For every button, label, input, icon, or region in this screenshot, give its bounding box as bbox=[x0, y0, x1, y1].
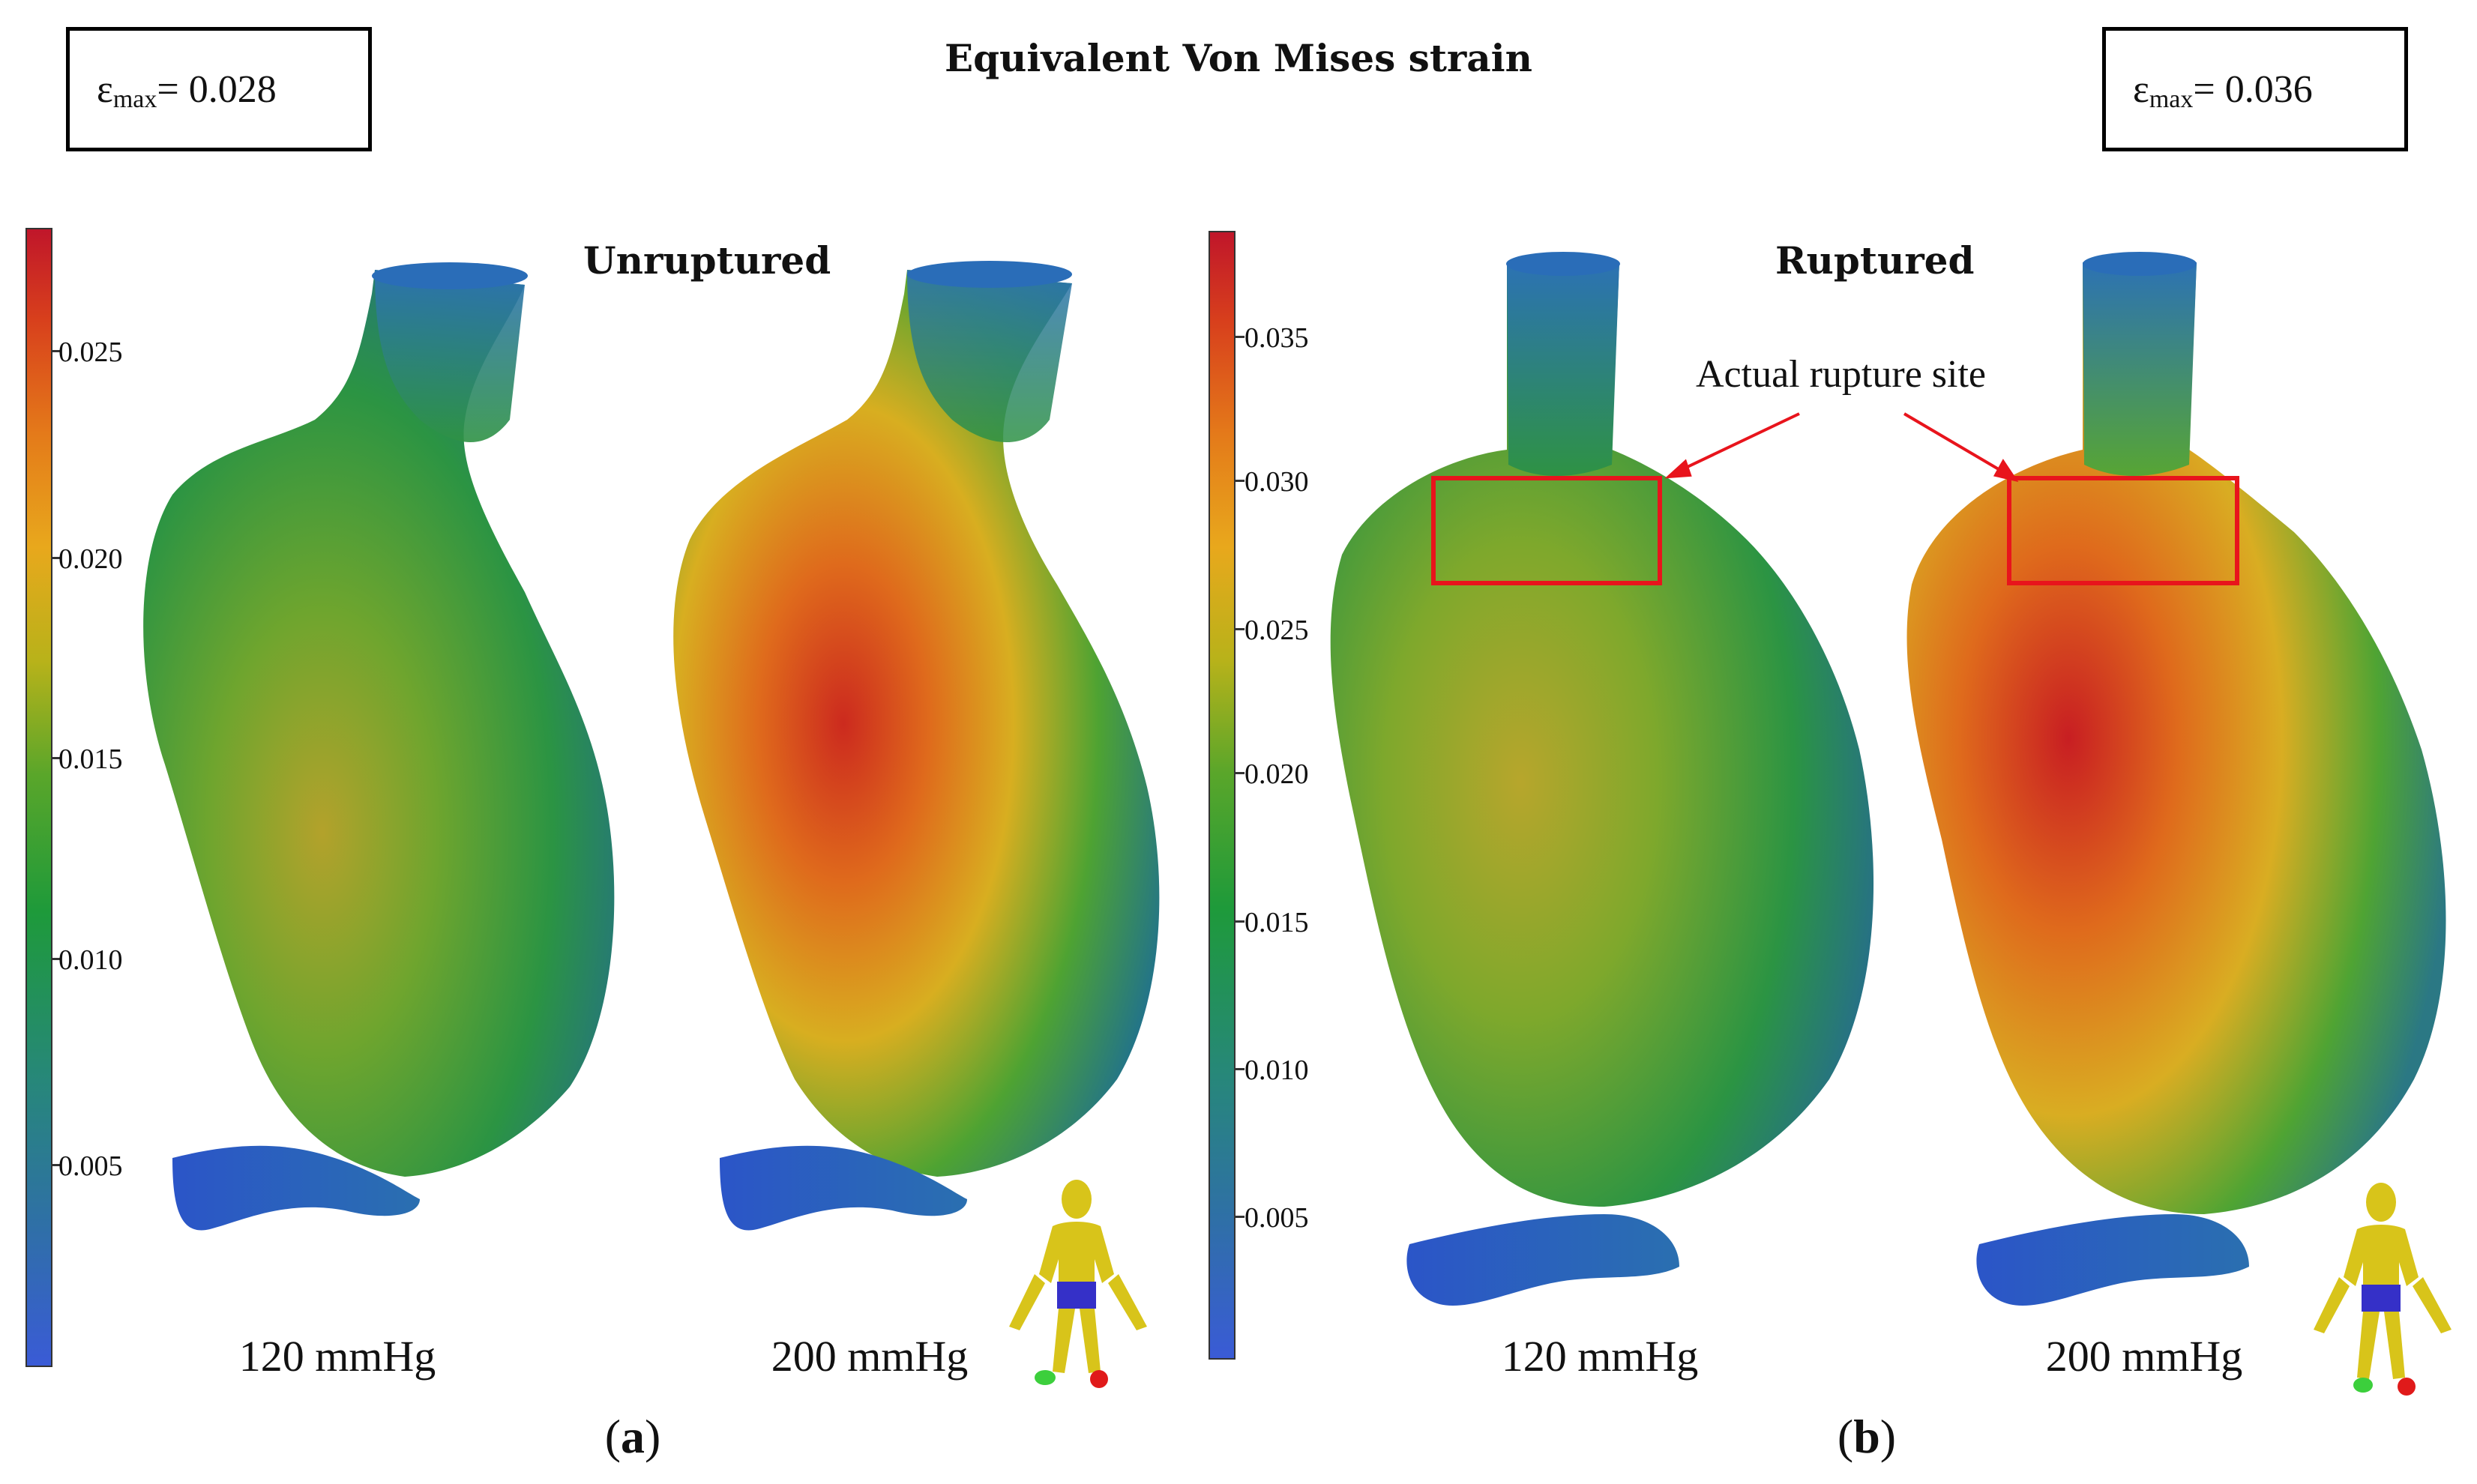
colorbar-a-tick: 0.020 bbox=[58, 543, 123, 575]
colorbar-b bbox=[1209, 231, 1236, 1360]
panel-label-a: (a) bbox=[604, 1410, 661, 1463]
rupture-annotation: Actual rupture site bbox=[1696, 353, 1986, 396]
panel-label-b: (b) bbox=[1837, 1410, 1897, 1463]
colorbar-a-tick: 0.005 bbox=[58, 1150, 123, 1182]
pressure-label-a-120: 120 mmHg bbox=[238, 1332, 436, 1381]
colorbar-a bbox=[25, 228, 52, 1367]
orientation-figure-b bbox=[2314, 1183, 2452, 1396]
colorbar-b-tick: 0.020 bbox=[1244, 758, 1309, 790]
orientation-figure-a bbox=[1009, 1180, 1147, 1388]
rupture-arrows bbox=[1664, 412, 2019, 483]
pressure-label-b-120: 120 mmHg bbox=[1501, 1332, 1699, 1381]
colorbar-b-tick: 0.015 bbox=[1244, 907, 1309, 938]
left-max-symbol: ε bbox=[97, 67, 113, 111]
pressure-label-a-200: 200 mmHg bbox=[771, 1332, 969, 1381]
pressure-label-b-200: 200 mmHg bbox=[2045, 1332, 2243, 1381]
right-max-value: = 0.036 bbox=[2193, 67, 2313, 111]
figure-title: Equivalent Von Mises strain bbox=[944, 36, 1533, 80]
colorbar-b-tick: 0.005 bbox=[1244, 1202, 1309, 1234]
rupture-box-b120 bbox=[1431, 476, 1662, 585]
panel-a-title: Unruptured bbox=[583, 238, 831, 283]
left-max-sub: max bbox=[112, 85, 157, 113]
right-max-strain-box: ε max = 0.036 bbox=[2102, 27, 2408, 151]
left-max-strain-box: ε max = 0.028 bbox=[66, 27, 372, 151]
colorbar-b-tick: 0.025 bbox=[1244, 615, 1309, 646]
right-max-symbol: ε bbox=[2133, 67, 2149, 111]
left-max-value: = 0.028 bbox=[157, 67, 277, 111]
colorbar-a-tick: 0.025 bbox=[58, 337, 123, 368]
colorbar-b-tick: 0.035 bbox=[1244, 322, 1309, 354]
render-a-200 bbox=[673, 261, 1160, 1231]
panel-b-title: Ruptured bbox=[1775, 238, 1975, 283]
render-b-200 bbox=[1906, 252, 2446, 1306]
rupture-box-b200 bbox=[2007, 476, 2239, 585]
render-a-120 bbox=[143, 262, 615, 1231]
colorbar-a-tick: 0.015 bbox=[58, 743, 123, 775]
right-max-sub: max bbox=[2149, 85, 2194, 113]
render-b-120 bbox=[1330, 252, 1874, 1306]
colorbar-b-tick: 0.030 bbox=[1244, 466, 1309, 498]
colorbar-a-tick: 0.010 bbox=[58, 944, 123, 976]
colorbar-b-tick: 0.010 bbox=[1244, 1055, 1309, 1086]
